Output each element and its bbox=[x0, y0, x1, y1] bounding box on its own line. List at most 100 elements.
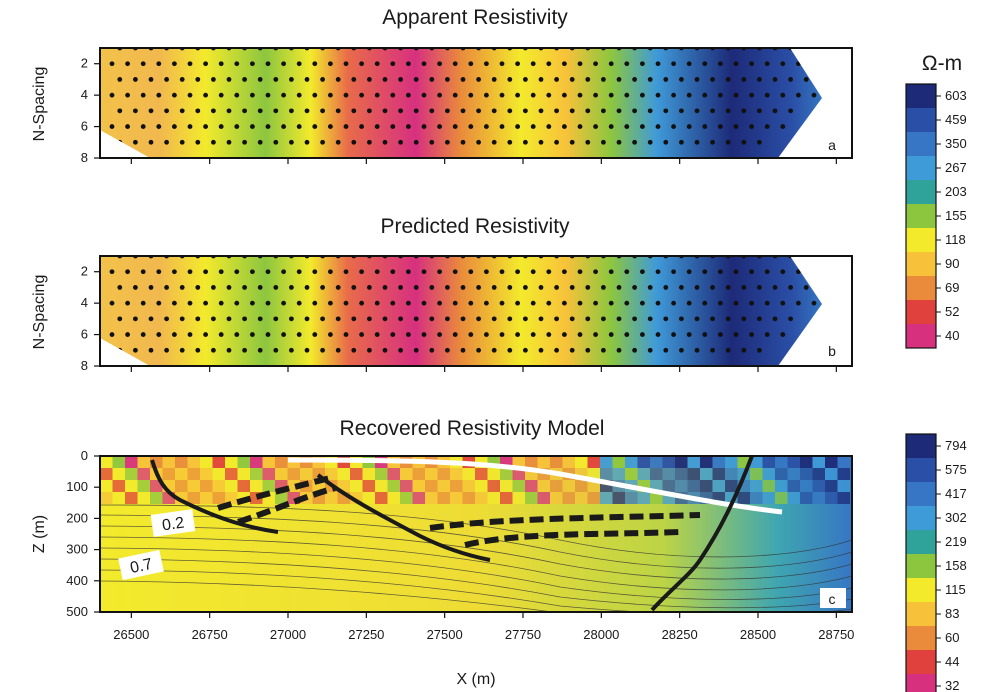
y-tick-label: 2 bbox=[81, 56, 88, 71]
colorbar-swatch bbox=[906, 578, 936, 602]
model-cell bbox=[262, 456, 275, 468]
model-cell bbox=[137, 480, 150, 492]
colorbar-label: 203 bbox=[945, 184, 967, 199]
data-point bbox=[491, 139, 497, 145]
model-cell bbox=[437, 468, 450, 480]
data-point bbox=[632, 108, 637, 114]
model-cell bbox=[362, 480, 375, 492]
data-point bbox=[374, 61, 380, 67]
model-cell bbox=[387, 468, 400, 480]
data-point bbox=[398, 139, 403, 145]
data-point bbox=[780, 92, 786, 98]
data-point bbox=[491, 48, 497, 51]
model-cell bbox=[375, 480, 388, 492]
data-point bbox=[164, 316, 170, 322]
data-point bbox=[304, 347, 310, 353]
data-point bbox=[601, 48, 606, 51]
model-cell bbox=[700, 456, 713, 468]
data-point bbox=[686, 300, 692, 306]
data-point bbox=[273, 108, 279, 114]
data-point bbox=[421, 300, 427, 306]
data-point bbox=[671, 300, 676, 306]
data-point bbox=[148, 139, 154, 145]
data-point bbox=[515, 332, 520, 337]
data-point bbox=[250, 124, 255, 129]
data-point bbox=[273, 347, 279, 353]
data-point bbox=[554, 139, 559, 145]
model-cell bbox=[800, 492, 813, 504]
data-point bbox=[250, 300, 255, 306]
panel-c-x-label: X (m) bbox=[456, 671, 495, 688]
y-tick-label: 6 bbox=[81, 119, 88, 134]
data-point bbox=[109, 92, 115, 98]
data-point bbox=[476, 316, 481, 322]
data-point bbox=[772, 77, 778, 82]
data-point bbox=[117, 48, 123, 51]
data-point bbox=[811, 300, 817, 306]
model-cell bbox=[300, 468, 313, 480]
data-point bbox=[211, 77, 216, 82]
model-cell bbox=[750, 456, 763, 468]
model-cell bbox=[450, 492, 463, 504]
model-cell bbox=[812, 492, 825, 504]
data-point bbox=[179, 108, 185, 114]
data-point bbox=[484, 92, 489, 98]
data-point bbox=[616, 347, 622, 353]
data-point bbox=[491, 347, 497, 353]
data-point bbox=[242, 347, 248, 353]
data-point bbox=[507, 285, 513, 290]
data-point bbox=[663, 139, 669, 145]
data-point bbox=[390, 332, 396, 337]
data-point bbox=[530, 61, 536, 67]
data-point bbox=[694, 139, 700, 145]
data-point bbox=[187, 269, 193, 275]
colorbar-swatch bbox=[906, 84, 936, 108]
data-point bbox=[647, 139, 653, 145]
svg-text:0.2: 0.2 bbox=[161, 515, 185, 535]
data-point bbox=[367, 285, 372, 290]
model-cell bbox=[462, 492, 475, 504]
data-point bbox=[234, 300, 240, 306]
model-cell bbox=[537, 492, 550, 504]
model-cell bbox=[762, 468, 775, 480]
data-point bbox=[585, 316, 591, 322]
data-point bbox=[686, 269, 692, 275]
data-point bbox=[148, 48, 154, 51]
colorbar-label: 219 bbox=[945, 534, 967, 549]
data-point bbox=[671, 332, 676, 337]
data-point bbox=[296, 300, 302, 306]
data-point bbox=[523, 285, 528, 290]
data-point bbox=[343, 92, 349, 98]
model-cell bbox=[387, 480, 400, 492]
model-cell bbox=[700, 480, 713, 492]
data-point bbox=[780, 300, 786, 306]
data-point bbox=[413, 77, 419, 82]
model-cell bbox=[775, 492, 788, 504]
data-point bbox=[585, 108, 591, 114]
data-point bbox=[749, 124, 754, 129]
colorbar-label: 90 bbox=[945, 256, 959, 271]
data-point bbox=[148, 77, 154, 82]
data-point bbox=[117, 108, 123, 114]
data-point bbox=[655, 300, 661, 306]
data-point bbox=[601, 77, 606, 82]
model-cell bbox=[575, 480, 588, 492]
data-point bbox=[218, 124, 224, 129]
data-point bbox=[554, 316, 559, 322]
data-point bbox=[741, 285, 747, 290]
data-point bbox=[749, 92, 754, 98]
data-point bbox=[351, 316, 357, 322]
data-point bbox=[296, 92, 302, 98]
data-point bbox=[125, 269, 130, 275]
data-point bbox=[445, 139, 450, 145]
model-cell bbox=[662, 468, 675, 480]
model-cell bbox=[412, 480, 425, 492]
data-point bbox=[437, 332, 442, 337]
data-point bbox=[640, 92, 645, 98]
data-point bbox=[569, 108, 575, 114]
model-cell bbox=[262, 468, 275, 480]
data-point bbox=[335, 285, 341, 290]
model-cell bbox=[837, 468, 850, 480]
colorbar-swatch bbox=[906, 132, 936, 156]
data-point bbox=[679, 285, 684, 290]
